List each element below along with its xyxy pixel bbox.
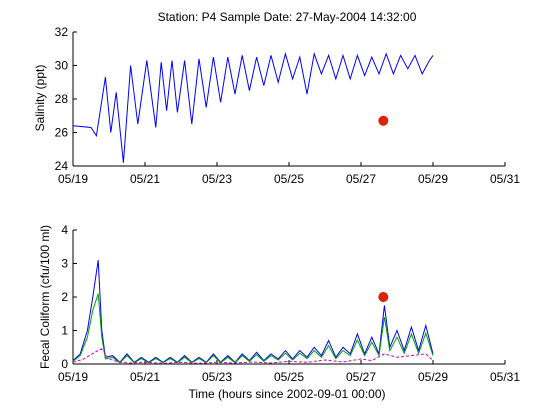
fecal-coliform-x-tick-label: 05/25 xyxy=(274,370,304,384)
figure-title: Station: P4 Sample Date: 27-May-2004 14:… xyxy=(158,10,417,24)
fecal-coliform-x-tick-label: 05/29 xyxy=(418,370,448,384)
salinity-y-tick-label: 24 xyxy=(55,159,69,173)
salinity-x-tick-label: 05/25 xyxy=(274,172,304,186)
salinity-y-tick-label: 30 xyxy=(55,59,69,73)
fecal-coliform-y-label: Fecal Coliform (cfu/100 ml) xyxy=(38,225,52,369)
salinity-x-tick-label: 05/31 xyxy=(490,172,520,186)
fecal-coliform-panel: Fecal Coliform (cfu/100 ml) Time (hours … xyxy=(38,223,520,401)
fecal-coliform-y-tick-label: 1 xyxy=(61,324,68,338)
fecal-coliform-y-tick-label: 0 xyxy=(61,357,68,371)
salinity-y-label: Salinity (ppt) xyxy=(33,65,47,132)
salinity-y-tick-label: 32 xyxy=(55,25,69,39)
salinity-y-tick-label: 28 xyxy=(55,92,69,106)
salinity-series-line-0 xyxy=(72,51,434,163)
salinity-x-tick-label: 05/23 xyxy=(202,172,232,186)
x-axis-label: Time (hours since 2002-09-01 00:00) xyxy=(189,387,386,401)
salinity-x-tick-label: 05/21 xyxy=(130,172,160,186)
fecal-coliform-series-line-1 xyxy=(72,293,434,364)
fecal-coliform-series-line-0 xyxy=(72,260,434,364)
fecal-coliform-x-tick-label: 05/23 xyxy=(202,370,232,384)
fecal-coliform-x-tick-label: 05/31 xyxy=(490,370,520,384)
salinity-panel: Salinity (ppt) 05/19 05/21 05/23 05/25 05/27… xyxy=(33,25,520,186)
fecal-coliform-x-tick-label: 05/19 xyxy=(58,370,88,384)
fecal-coliform-y-tick-label: 4 xyxy=(61,223,68,237)
fecal-coliform-y-tick-label: 2 xyxy=(61,290,68,304)
salinity-x-tick-label: 05/27 xyxy=(346,172,376,186)
fecal-coliform-sample-marker xyxy=(378,292,389,302)
salinity-y-tick-label: 26 xyxy=(55,126,69,140)
salinity-x-tick-label: 05/19 xyxy=(58,172,88,186)
fecal-coliform-x-tick-label: 05/27 xyxy=(346,370,376,384)
fecal-coliform-y-tick-label: 3 xyxy=(61,257,68,271)
salinity-sample-marker xyxy=(378,115,389,126)
fecal-coliform-x-tick-label: 05/21 xyxy=(130,370,160,384)
fecal-coliform-series-line-2 xyxy=(72,348,434,364)
salinity-x-tick-label: 05/29 xyxy=(418,172,448,186)
